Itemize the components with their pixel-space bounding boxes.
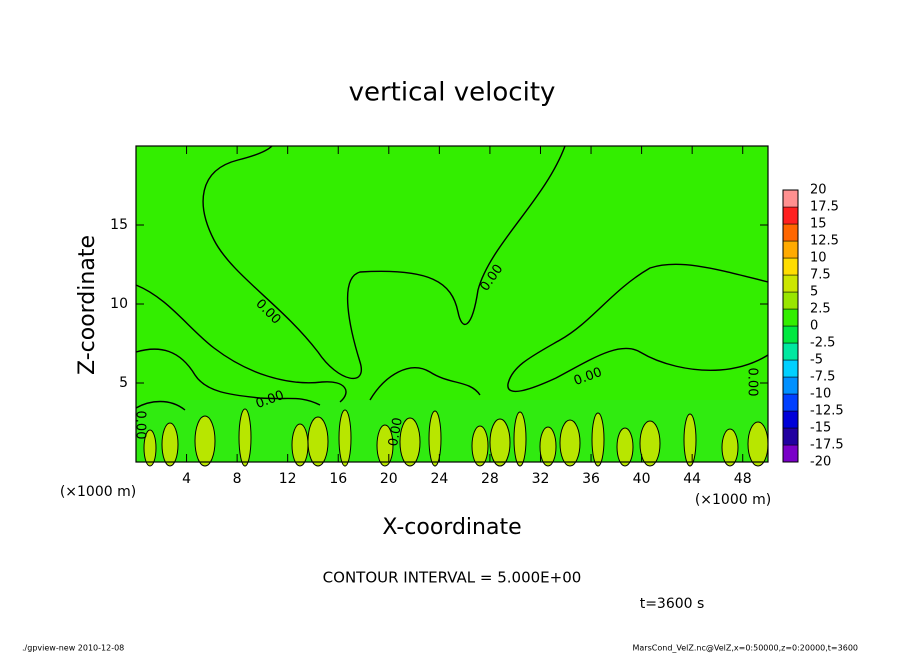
x-tick-label: 4 [182,471,191,487]
colorbar-label: 20 [810,183,827,198]
colorbar-label: -5 [810,353,823,368]
colorbar-label: -10 [810,387,831,402]
y-tick-label: 10 [110,296,128,312]
field-blob [616,427,634,467]
colorbar-bin [782,342,799,361]
field-blob [539,426,557,467]
colorbar-label: -15 [810,421,831,436]
field-blob [143,429,157,467]
x-tick-label: 8 [233,471,242,487]
colorbar-label: 7.5 [810,268,831,283]
field-blob [513,411,527,467]
field-blob [338,409,352,467]
x-unit-label: (×1000 m) [695,492,771,508]
colorbar-bin [782,206,799,225]
colorbar-label: -7.5 [810,370,835,385]
field-blob [721,428,739,467]
colorbar-bin [782,376,799,395]
x-tick-label: 16 [329,471,347,487]
field-blob [291,423,309,467]
field-blob [399,417,421,467]
x-tick-label: 32 [532,471,550,487]
contour-label: 0.00 [386,416,406,447]
field-blob [591,412,605,467]
contour-line [202,145,566,380]
field-band [136,400,768,462]
field-blob [194,415,216,467]
colorbar-label: 17.5 [810,200,839,215]
colorbar-bin [782,223,799,242]
plot-area: 0.000.000.000.00 0.000.000.00 [133,145,769,467]
colorbar-bin [782,240,799,259]
colorbar-bin [782,410,799,429]
colorbar-label: 2.5 [810,302,831,317]
field-blob [559,419,581,467]
colorbar-bin [782,393,799,412]
contour-line [507,263,769,393]
y-axis-label: Z-coordinate [75,235,100,375]
colorbar-bin [782,291,799,310]
x-tick-label: 44 [683,471,701,487]
x-tick-label: 12 [279,471,297,487]
colorbar-bin [782,274,799,293]
colorbar-label: 15 [810,217,827,232]
x-axis-label: X-coordinate [382,515,521,540]
contour-line [135,284,347,403]
colorbar-label: -2.5 [810,336,835,351]
field-blobs [143,408,769,467]
field-blob [238,408,252,467]
colorbar-bin [782,444,799,463]
colorbar-label: 0 [810,319,818,334]
contour-label: 0.00 [745,368,760,397]
colorbar-frame [782,189,799,463]
y-tick-label: 5 [119,375,128,391]
colorbar-bin [782,308,799,327]
x-tick-label: 28 [481,471,499,487]
colorbar-label: -12.5 [810,404,844,419]
x-tick-label: 48 [734,471,752,487]
colorbar: -20 -17.5 -15 -12.5 -10 -7.5 -5 -2.5 0 2.5 5 7.5 10 1… [782,183,844,470]
colorbar-label: -17.5 [810,438,844,453]
chart-title: vertical velocity [349,78,556,108]
x-tick-label: 36 [582,471,600,487]
x-tick-label: 20 [380,471,398,487]
colorbar-bin [782,325,799,344]
colorbar-bin [782,257,799,276]
footer-left: ./gpview-new 2010-12-08 [22,644,124,653]
contour-line [135,348,321,406]
colorbar-label: 10 [810,251,827,266]
colorbar-label: -20 [810,455,831,470]
colorbar-bin [782,189,799,208]
field-blob [639,420,661,467]
field-blob [683,413,697,467]
time-label: t=3600 s [640,596,705,612]
field-blob [471,425,489,467]
contour-label: 0.00 [133,411,148,440]
colorbar-bin [782,359,799,378]
colorbar-bin [782,427,799,446]
footer-right: MarsCond_VelZ.nc@VelZ,x=0:50000,z=0:2000… [633,644,859,653]
contour-line [369,367,481,401]
field-blob [161,422,179,467]
contour-line [135,400,186,411]
field-blob [307,416,329,467]
field-blob [489,418,511,467]
colorbar-label: 5 [810,285,818,300]
x-tick-label: 40 [633,471,651,487]
contour-interval: CONTOUR INTERVAL = 5.000E+00 [323,569,582,587]
y-unit-label: (×1000 m) [60,484,136,500]
field-blob [747,421,769,467]
colorbar-label: 12.5 [810,234,839,249]
field-blob [428,410,442,467]
x-tick-label: 24 [430,471,448,487]
y-tick-label: 15 [110,217,128,233]
